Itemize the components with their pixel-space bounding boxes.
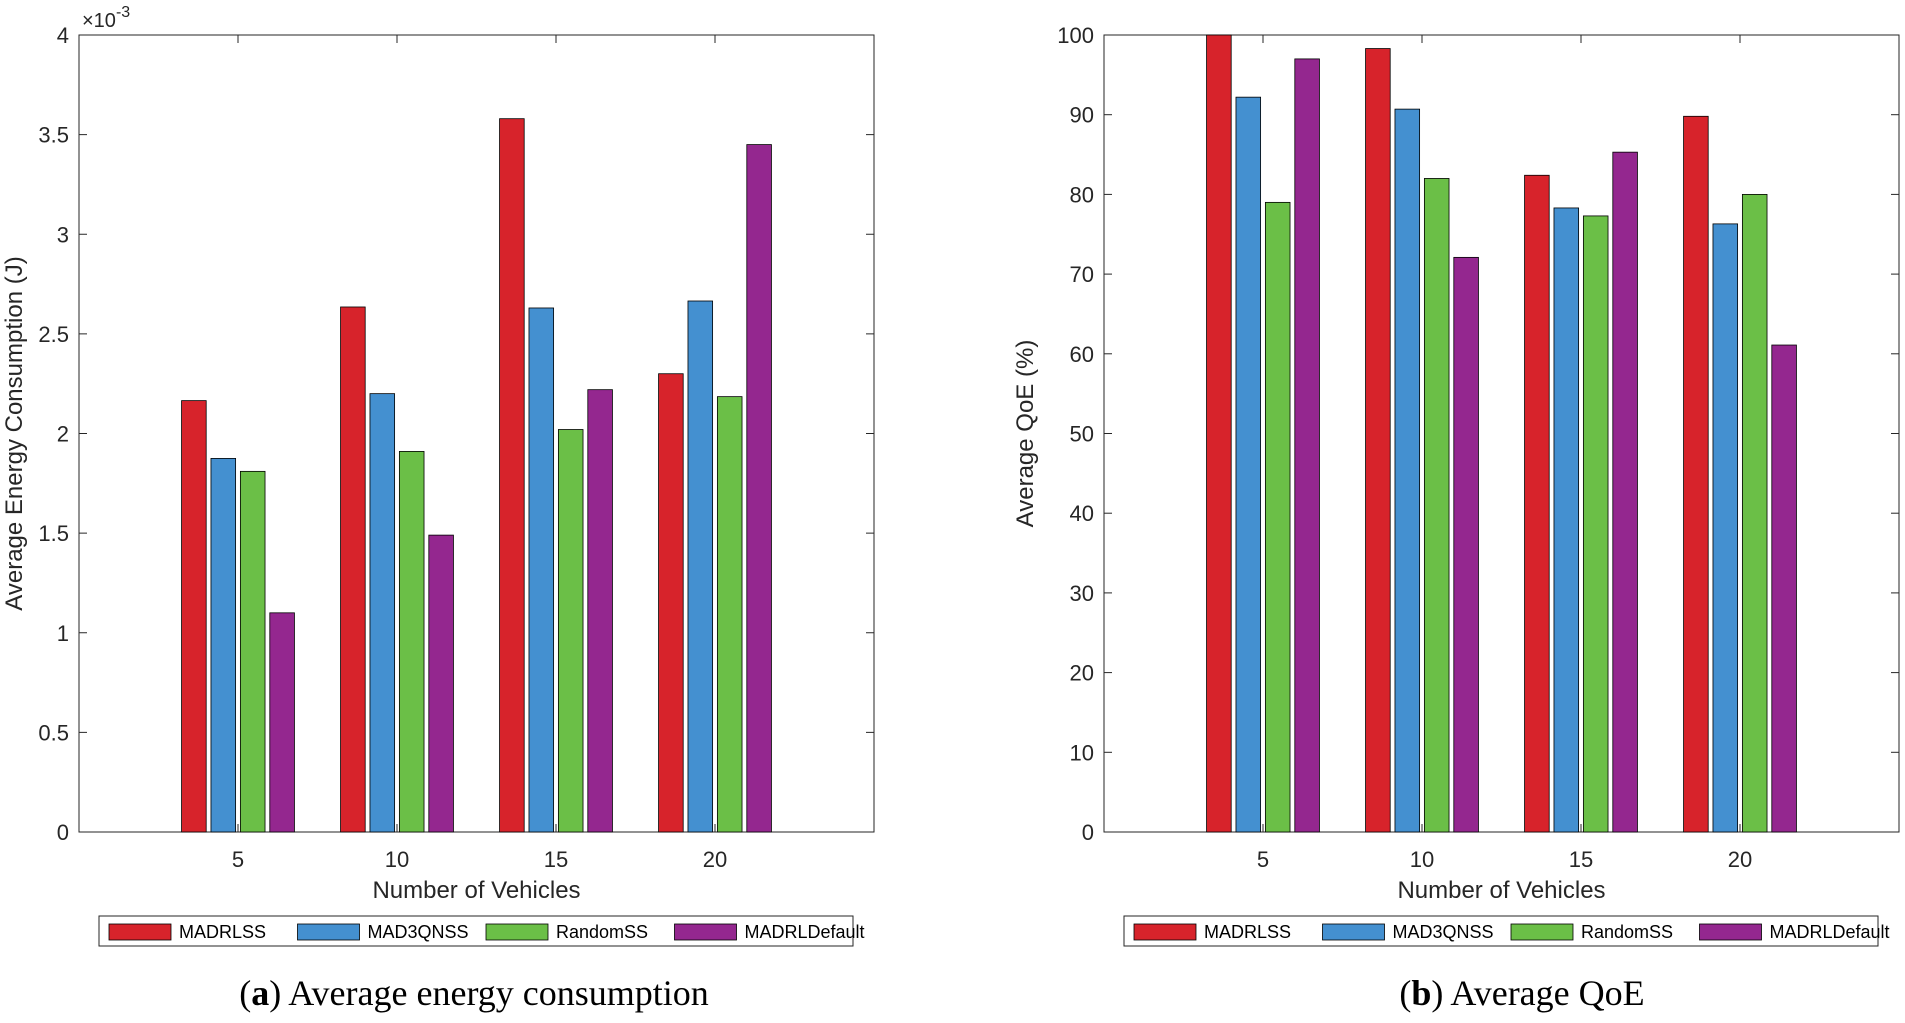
legend-swatch-randomss xyxy=(1510,923,1574,941)
bar-madrlss-15 xyxy=(1524,174,1550,833)
y-tick-label: 70 xyxy=(1070,262,1094,287)
chart-a: 0 0.5 1 1.5 2 2.5 3 3.5 4 5 10 15 20 Number of Vehicl… xyxy=(1,4,875,1013)
y-tick-label: 4 xyxy=(57,23,69,48)
legend-swatch-mad3qnss xyxy=(1322,923,1385,941)
y-tick-label: 1.5 xyxy=(38,521,69,546)
legend-swatch-madrldefault xyxy=(674,923,737,941)
bar-madrlss-5 xyxy=(1206,34,1232,833)
bar-madrlss-20 xyxy=(1683,115,1709,833)
bar-mad3qnss-15 xyxy=(528,307,555,833)
y-tick-label: 100 xyxy=(1057,23,1094,48)
bar-mad3qnss-5 xyxy=(210,458,237,833)
x-tick-label: 10 xyxy=(385,847,409,872)
y-tick-label: 30 xyxy=(1070,581,1094,606)
legend-swatch-mad3qnss xyxy=(297,923,360,941)
y-tick-label: 3 xyxy=(57,222,69,247)
bar-madrlss-15 xyxy=(499,118,525,833)
y-tick-label: 0 xyxy=(1082,820,1094,845)
legend-swatch-madrlss xyxy=(108,923,172,941)
bar-randomss-20 xyxy=(1741,193,1768,833)
y-tick-label: 2.5 xyxy=(38,322,69,347)
x-tick-label: 20 xyxy=(1728,847,1752,872)
legend-label-madrlss: MADRLSS xyxy=(1204,922,1291,942)
x-tick-label: 15 xyxy=(1569,847,1593,872)
bar-madrldefault-15 xyxy=(587,389,613,833)
y-axis-exponent: ×10-3 xyxy=(82,4,130,32)
bar-madrldefault-10 xyxy=(1453,256,1479,833)
bar-madrldefault-10 xyxy=(428,534,454,833)
bar-randomss-5 xyxy=(239,470,266,833)
chart-b: 0 10 20 30 40 50 60 70 80 90 100 5 10 15 20 Number of V… xyxy=(1012,23,1900,1013)
legend-swatch-madrlss xyxy=(1133,923,1197,941)
y-tick-label: 0.5 xyxy=(38,720,69,745)
legend-label-mad3qnss: MAD3QNSS xyxy=(1393,922,1494,942)
legend-label-madrldefault: MADRLDefault xyxy=(1770,922,1890,942)
bar-mad3qnss-10 xyxy=(369,393,396,833)
y-tick-label: 20 xyxy=(1070,661,1094,686)
y-tick-label: 2 xyxy=(57,422,69,447)
y-axis-title: Average QoE (%) xyxy=(1012,340,1039,528)
x-tick-label: 20 xyxy=(703,847,727,872)
x-axis-title: Number of Vehicles xyxy=(372,877,580,904)
bar-mad3qnss-20 xyxy=(687,300,714,833)
bar-madrlss-10 xyxy=(340,306,366,833)
legend-label-mad3qnss: MAD3QNSS xyxy=(368,922,469,942)
legend-label-randomss: RandomSS xyxy=(556,922,648,942)
y-tick-label: 3.5 xyxy=(38,123,69,148)
chart-caption: (b) Average QoE xyxy=(1399,973,1644,1013)
x-axis-title: Number of Vehicles xyxy=(1397,877,1605,904)
legend-label-randomss: RandomSS xyxy=(1581,922,1673,942)
bar-randomss-10 xyxy=(1423,178,1450,833)
bar-madrlss-5 xyxy=(181,400,207,833)
legend-swatch-randomss xyxy=(485,923,549,941)
legend-swatch-madrldefault xyxy=(1699,923,1762,941)
bar-madrlss-20 xyxy=(658,373,684,833)
legend-label-madrldefault: MADRLDefault xyxy=(745,922,865,942)
y-tick-label: 80 xyxy=(1070,182,1094,207)
x-tick-label: 15 xyxy=(544,847,568,872)
bar-randomss-10 xyxy=(398,451,425,833)
bar-madrlss-10 xyxy=(1365,48,1391,833)
bar-randomss-20 xyxy=(716,396,743,833)
bar-madrldefault-5 xyxy=(1294,58,1320,833)
bar-randomss-15 xyxy=(557,429,584,833)
bar-mad3qnss-15 xyxy=(1553,207,1580,833)
y-tick-label: 40 xyxy=(1070,501,1094,526)
y-tick-label: 50 xyxy=(1070,422,1094,447)
chart-caption: (a) Average energy consumption xyxy=(239,973,709,1013)
bar-madrldefault-20 xyxy=(1771,344,1797,833)
y-tick-label: 1 xyxy=(57,621,69,646)
bar-randomss-15 xyxy=(1582,215,1609,833)
legend-label-madrlss: MADRLSS xyxy=(179,922,266,942)
y-tick-label: 10 xyxy=(1070,740,1094,765)
x-tick-label: 5 xyxy=(1257,847,1269,872)
y-tick-label: 60 xyxy=(1070,342,1094,367)
bar-madrldefault-20 xyxy=(746,144,772,833)
bar-madrldefault-5 xyxy=(269,612,295,833)
bar-mad3qnss-5 xyxy=(1235,96,1262,833)
y-tick-label: 90 xyxy=(1070,103,1094,128)
bar-madrldefault-15 xyxy=(1612,151,1638,833)
bar-randomss-5 xyxy=(1264,201,1291,833)
x-tick-label: 10 xyxy=(1410,847,1434,872)
y-tick-label: 0 xyxy=(57,820,69,845)
bar-mad3qnss-20 xyxy=(1712,223,1739,833)
bar-mad3qnss-10 xyxy=(1394,108,1421,833)
y-axis-title: Average Energy Consumption (J) xyxy=(1,256,28,610)
x-tick-label: 5 xyxy=(232,847,244,872)
